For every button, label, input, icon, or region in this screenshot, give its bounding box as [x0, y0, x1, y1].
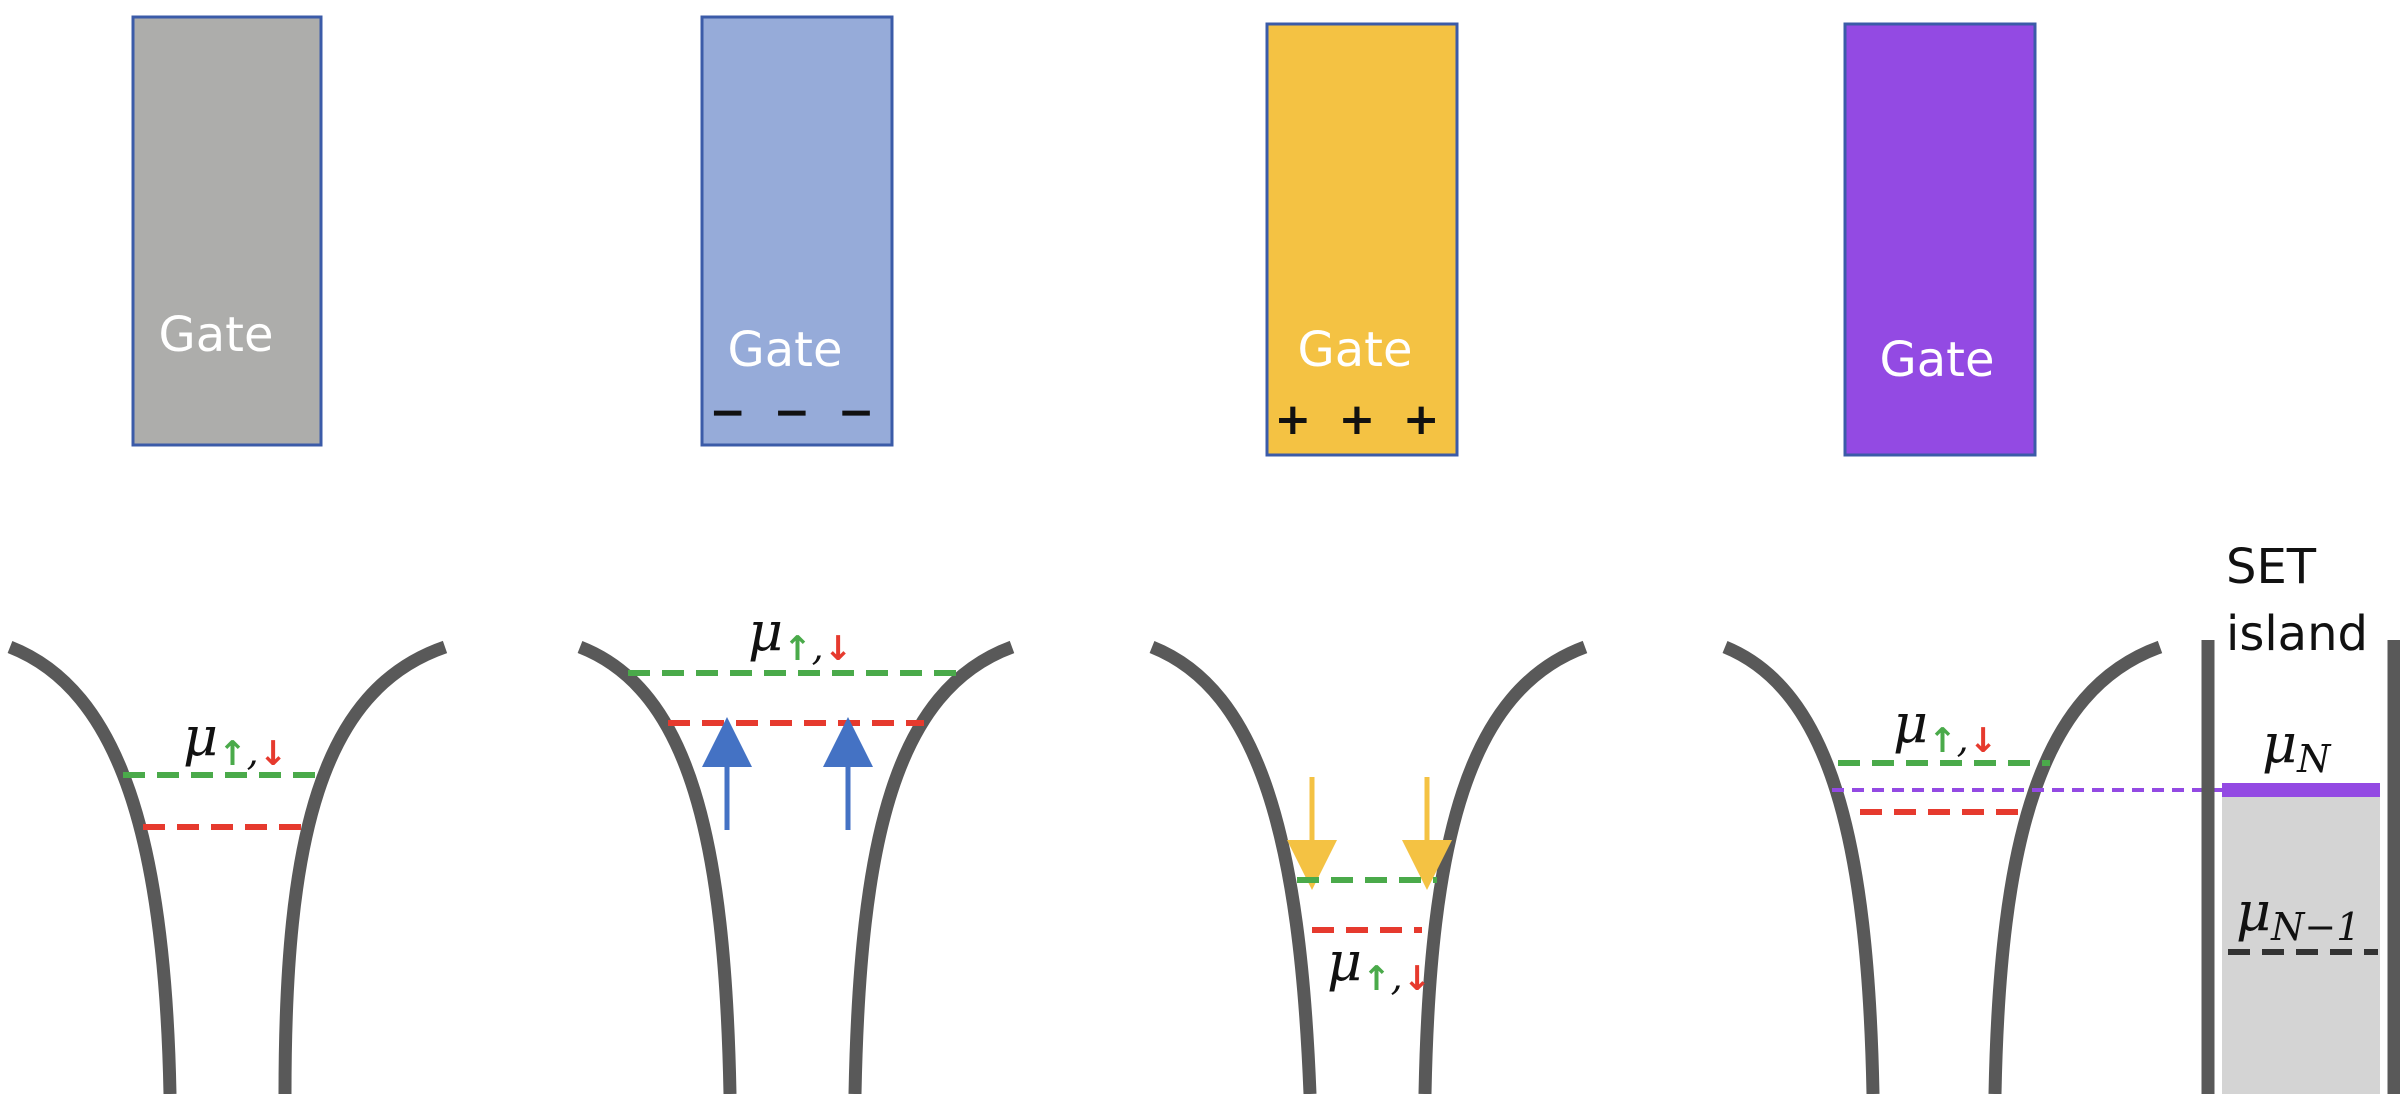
well-right-wall [278, 640, 448, 1094]
mu-label: μ↑,↓ [183, 705, 287, 774]
gate-charge-positive: + + + [1274, 394, 1445, 445]
gate-label: Gate [1298, 322, 1413, 378]
gate-purple [1843, 22, 2037, 457]
well-left-wall [577, 640, 737, 1094]
gate-label: Gate [728, 322, 843, 378]
well-left-wall [7, 640, 177, 1094]
well-right-wall [1988, 640, 2163, 1094]
panel-4: Gate μ↑,↓ [1722, 22, 2230, 1094]
gate-gray [131, 15, 323, 447]
gate-charge-negative: − − − [709, 387, 880, 438]
gate-blue [700, 15, 894, 447]
well-left-wall [1722, 640, 1880, 1094]
set-label-line2: island [2226, 606, 2368, 662]
gate-label: Gate [1880, 332, 1995, 388]
well-right-wall [848, 640, 1015, 1094]
mu-n-minus-1-label: μN−1 [2236, 880, 2360, 949]
set-island-fill [2222, 792, 2380, 1094]
panel-3: Gate + + + μ↑,↓ [1149, 22, 1588, 1094]
mu-label: μ↑,↓ [1327, 930, 1431, 999]
set-label-line1: SET [2226, 539, 2317, 595]
well-right-wall [1418, 640, 1588, 1094]
well-left-wall [1149, 640, 1317, 1094]
mu-n-label: μN [2262, 712, 2332, 781]
mu-label: μ↑,↓ [1893, 692, 1997, 761]
panel-2: Gate − − − μ↑,↓ [577, 15, 1015, 1094]
set-island: SET island μN μN−1 [2201, 539, 2400, 1094]
mu-label: μ↑,↓ [748, 600, 852, 669]
gate-yellow [1265, 22, 1459, 457]
panel-1: Gate μ↑,↓ [7, 15, 448, 1094]
gate-label: Gate [159, 307, 274, 363]
